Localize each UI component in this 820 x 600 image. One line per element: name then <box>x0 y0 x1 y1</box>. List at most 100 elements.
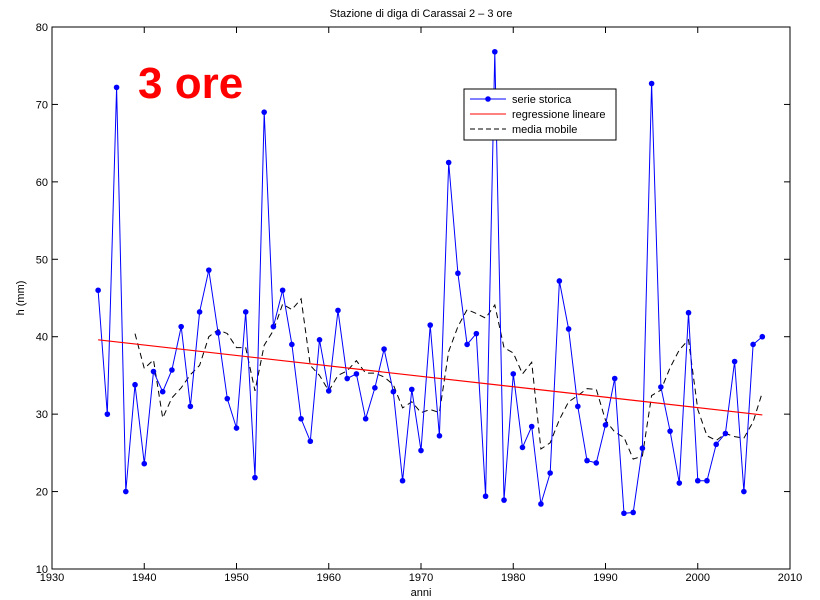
data-point-serie-storica <box>399 477 406 484</box>
data-point-serie-storica <box>362 415 369 422</box>
x-tick-label: 1940 <box>132 572 156 584</box>
data-point-serie-storica <box>113 84 120 91</box>
data-point-serie-storica <box>436 433 443 439</box>
plot-area-frame <box>51 26 791 570</box>
data-point-serie-storica <box>501 497 507 503</box>
x-tick-label: 1960 <box>317 572 341 584</box>
data-point-serie-storica <box>242 309 249 315</box>
axis-tick-labels: 1930 1940 1950 1960 1970 1980 1990 2000 2010 10 20… <box>36 22 802 584</box>
y-tick-label: 50 <box>36 254 48 266</box>
y-tick-label: 10 <box>36 564 48 576</box>
data-point-serie-storica <box>95 287 101 294</box>
data-point-serie-storica <box>307 438 314 445</box>
data-point-serie-storica <box>519 444 526 451</box>
y-tick-label: 60 <box>36 177 48 189</box>
data-point-serie-storica <box>261 109 267 115</box>
data-point-serie-storica <box>279 287 286 294</box>
data-point-serie-storica <box>658 384 664 390</box>
data-point-serie-storica <box>455 270 461 277</box>
data-point-serie-storica <box>750 341 756 348</box>
data-point-serie-storica <box>159 388 166 395</box>
data-point-serie-storica <box>704 477 710 484</box>
data-point-serie-storica <box>206 267 212 273</box>
data-point-serie-storica <box>418 447 424 454</box>
data-point-serie-storica <box>713 441 719 448</box>
data-point-serie-storica <box>575 403 581 410</box>
data-point-serie-storica <box>602 422 609 428</box>
data-point-serie-storica <box>233 425 240 431</box>
legend-label: serie storica <box>512 94 572 106</box>
data-point-serie-storica <box>510 371 517 377</box>
data-point-serie-storica <box>722 430 729 437</box>
data-point-serie-storica <box>252 474 258 481</box>
data-point-serie-storica <box>556 278 563 284</box>
data-point-serie-storica <box>187 403 194 410</box>
y-tick-label: 80 <box>36 22 48 34</box>
chart-title: Stazione di diga di Carassai 2 – 3 ore <box>330 8 513 20</box>
data-point-serie-storica <box>741 488 747 495</box>
data-point-serie-storica <box>482 493 489 500</box>
x-axis-label: anni <box>411 587 432 599</box>
data-point-serie-storica <box>667 428 673 434</box>
y-tick-label: 30 <box>36 409 48 421</box>
y-axis-label: h (mm) <box>15 281 27 316</box>
data-point-serie-storica <box>224 395 231 402</box>
y-tick-label: 20 <box>36 487 48 499</box>
x-tick-label: 1980 <box>501 572 525 584</box>
series-line-regressione-lineare <box>98 339 763 416</box>
data-point-serie-storica <box>731 358 738 365</box>
data-point-serie-storica <box>648 80 655 87</box>
data-point-serie-storica <box>621 510 627 517</box>
data-point-serie-storica <box>408 386 415 393</box>
axis-ticks <box>51 26 791 570</box>
data-point-serie-storica <box>196 309 203 315</box>
data-point-serie-storica <box>141 460 148 467</box>
data-point-serie-storica <box>464 341 470 348</box>
data-point-serie-storica <box>593 460 600 466</box>
data-point-serie-storica <box>427 322 434 328</box>
x-tick-label: 1950 <box>224 572 248 584</box>
data-point-serie-storica <box>123 488 129 495</box>
annotation-3-ore: 3 ore <box>138 59 243 108</box>
legend: serie storica regressione lineare media mo… <box>463 88 617 141</box>
data-point-serie-storica <box>316 337 323 343</box>
data-point-serie-storica <box>344 375 351 382</box>
data-point-serie-storica <box>169 367 175 373</box>
x-tick-label: 1990 <box>593 572 617 584</box>
data-point-serie-storica <box>611 375 618 382</box>
legend-marker <box>485 96 491 102</box>
data-point-serie-storica <box>381 346 387 352</box>
data-point-serie-storica <box>639 445 646 452</box>
data-point-serie-storica <box>492 48 498 55</box>
data-point-serie-storica <box>104 411 111 417</box>
legend-items: serie storica regressione lineare media mo… <box>470 94 606 136</box>
x-tick-label: 2010 <box>778 572 802 584</box>
data-point-serie-storica <box>630 509 636 516</box>
data-point-serie-storica <box>445 159 452 166</box>
data-point-serie-storica <box>132 381 138 388</box>
data-point-serie-storica <box>694 477 701 484</box>
legend-label: regressione lineare <box>512 109 606 121</box>
data-point-serie-storica <box>353 371 360 377</box>
data-point-serie-storica <box>390 388 397 395</box>
data-point-serie-storica <box>676 480 683 486</box>
data-point-serie-storica <box>565 326 572 332</box>
data-point-serie-storica <box>473 330 480 337</box>
series-line-media-mobile <box>134 297 763 460</box>
data-point-serie-storica <box>178 323 184 330</box>
data-point-serie-storica <box>372 385 378 391</box>
data-point-serie-storica <box>325 388 332 394</box>
data-point-serie-storica <box>298 415 304 422</box>
data-point-serie-storica <box>538 501 544 507</box>
data-point-serie-storica <box>547 470 553 476</box>
data-point-serie-storica <box>685 309 692 316</box>
y-tick-label: 40 <box>36 332 48 344</box>
data-point-serie-storica <box>150 368 157 375</box>
legend-label: media mobile <box>512 124 577 136</box>
data-point-serie-storica <box>584 457 590 464</box>
data-point-serie-storica <box>289 341 295 348</box>
data-point-serie-storica <box>759 333 766 340</box>
data-point-serie-storica <box>528 423 535 430</box>
x-tick-label: 1970 <box>409 572 433 584</box>
